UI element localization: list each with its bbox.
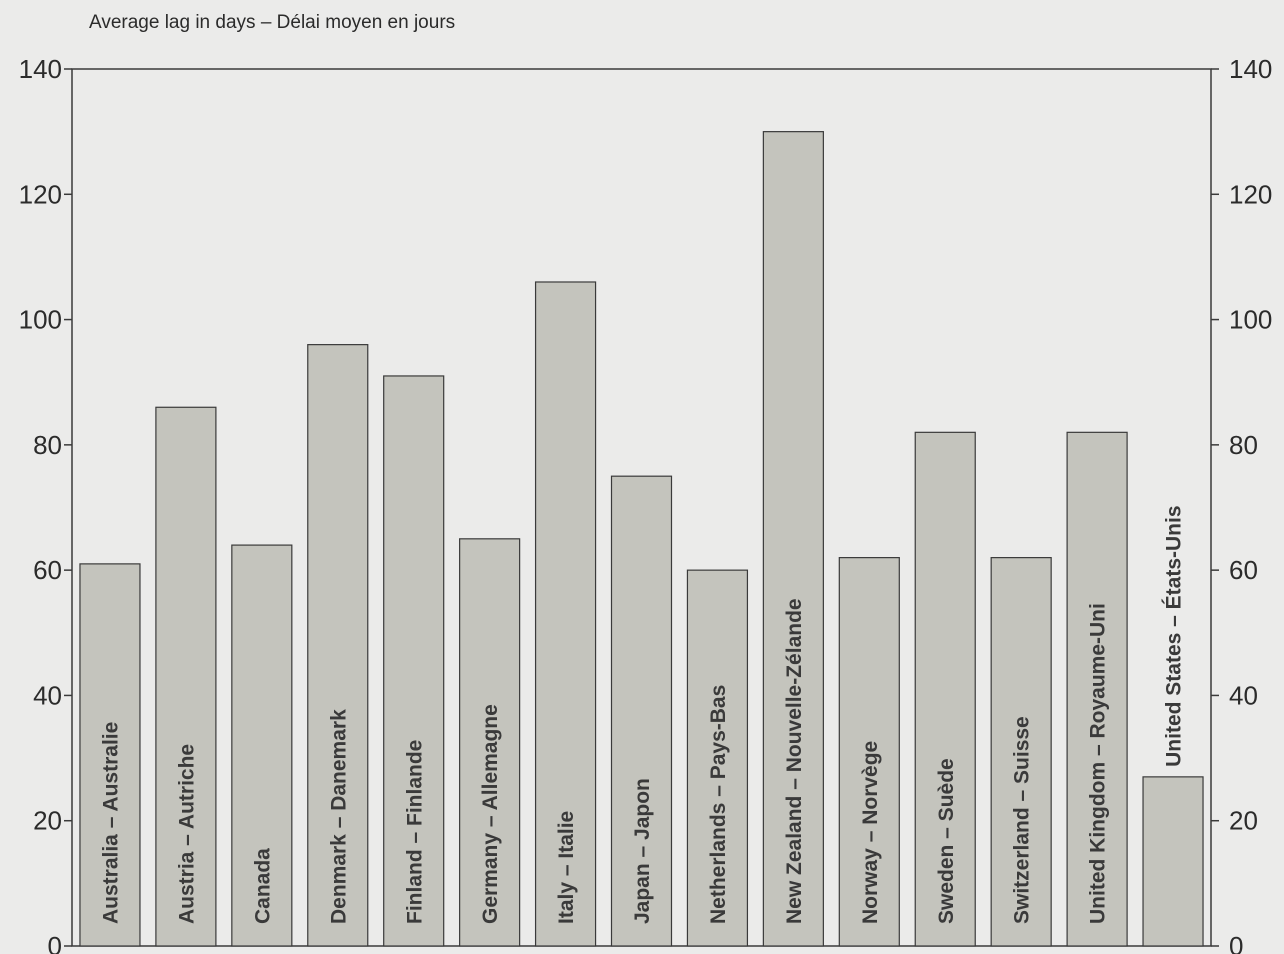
bar <box>459 538 521 947</box>
bar <box>534 281 597 947</box>
bar-category-label: Australia – Australie <box>100 722 123 924</box>
bar-category-label: Germany – Allemagne <box>479 704 502 924</box>
y-tick-label-right: 120 <box>1229 179 1272 209</box>
y-tick-label-right: 40 <box>1229 680 1258 710</box>
bar <box>914 431 976 947</box>
bar-category-label: Japan – Japon <box>631 778 654 924</box>
bar-category-label: Netherlands – Pays-Bas <box>707 685 730 924</box>
y-tick-label-right: 20 <box>1229 806 1258 836</box>
y-tick-label-left: 120 <box>19 179 62 209</box>
y-tick-label-left: 0 <box>48 931 62 954</box>
bar-category-label: Norway – Norvège <box>859 741 882 924</box>
bar-category-label: Denmark – Danemark <box>327 709 350 924</box>
y-axis-title: Average lag in days – Délai moyen en jou… <box>89 12 456 33</box>
y-tick-label-right: 0 <box>1229 931 1243 954</box>
bar-category-label: Canada <box>251 848 274 924</box>
bar-category-label: Italy – Italie <box>555 811 578 924</box>
y-tick-label-right: 80 <box>1229 430 1258 460</box>
bar <box>762 131 824 947</box>
y-tick-label-right: 60 <box>1229 555 1258 585</box>
bar-category-label: United States – États-Unis <box>1163 505 1186 766</box>
bar <box>155 406 217 947</box>
bar <box>383 375 445 947</box>
bar-category-label: New Zealand – Nouvelle-Zélande <box>783 598 806 924</box>
bar <box>990 557 1052 947</box>
bar <box>79 563 141 947</box>
y-tick-label-left: 140 <box>19 54 62 84</box>
bar <box>1142 776 1204 947</box>
bar <box>307 344 369 947</box>
bar <box>610 475 673 947</box>
y-tick-label-left: 100 <box>19 305 62 335</box>
y-tick-label-left: 60 <box>33 555 62 585</box>
bar-category-label: Austria – Autriche <box>175 744 198 924</box>
bar <box>1066 431 1128 947</box>
bar-category-label: Finland – Finlande <box>403 740 426 924</box>
y-tick-label-right: 100 <box>1229 305 1272 335</box>
bar <box>838 557 900 947</box>
bar-category-label: United Kingdom – Royaume-Uni <box>1087 603 1110 924</box>
y-tick-label-left: 20 <box>33 806 62 836</box>
bar-category-label: Sweden – Suède <box>935 758 958 924</box>
y-tick-label-left: 80 <box>33 430 62 460</box>
y-tick-label-right: 140 <box>1229 54 1272 84</box>
bar <box>686 569 749 947</box>
bar <box>231 544 293 947</box>
bar-category-label: Switzerland – Suisse <box>1011 716 1034 924</box>
y-tick-label-left: 40 <box>33 680 62 710</box>
